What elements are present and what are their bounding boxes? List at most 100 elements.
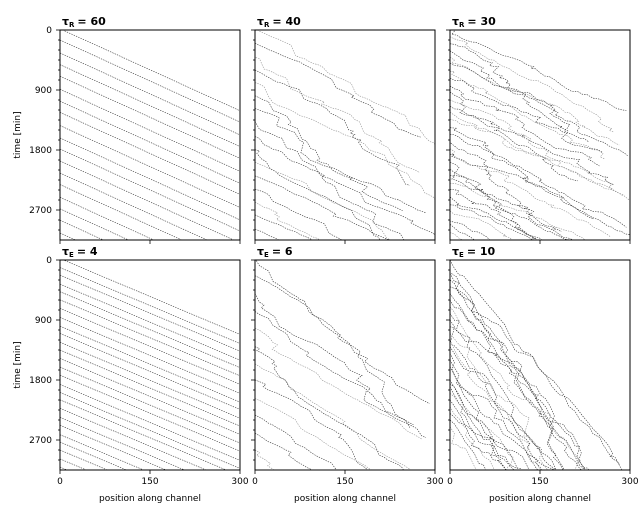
y-tick-label: 1800 [29,376,52,386]
trajectory-line [450,119,630,201]
y-axis-label: time [min] [13,341,23,388]
trajectory-line [60,100,240,184]
y-tick-label: 0 [46,26,52,36]
panel-frame [449,29,631,241]
trajectory-line [60,232,77,240]
trajectory-line [450,133,627,228]
trajectory-line [60,137,240,221]
panel-E: 0 150 300 τE = 6 position along channel [251,245,444,504]
trajectory-line [255,379,368,470]
trajectory-line [256,30,435,146]
y-axis-label: time [min] [13,111,23,158]
trajectory-line [60,283,240,361]
trajectory-line [450,127,595,220]
trajectory-line [450,393,514,470]
trajectory-line [450,153,630,235]
trajectory-line [450,36,614,133]
trajectory-line [450,399,507,470]
trajectory-line [450,333,549,470]
trajectory-line [255,433,313,470]
trajectory-line [450,346,556,470]
trajectory-line [60,424,167,470]
trajectory-line [450,386,507,470]
trajectory-line [451,30,627,111]
trajectory-line [450,339,542,470]
trajectory-line [450,232,464,240]
trajectory-line [60,160,235,240]
trajectory-line [450,426,477,470]
trajectory-line [450,223,476,240]
trajectory-line [450,353,539,470]
panel-A: 0 900 1800 2700 τR = 60 time [min] [13,15,241,244]
trajectory-line [450,373,522,470]
trajectory-line [255,95,403,212]
trajectory-line [450,279,586,470]
y-tick-label: 2700 [29,206,52,216]
trajectory-line [255,161,391,240]
trajectory-line [62,260,240,335]
trajectory-line [450,189,538,240]
trajectory-line [60,458,87,470]
trajectory-line [60,89,240,172]
x-tick-label: 0 [447,477,453,487]
trajectory-line [450,85,600,167]
x-tick-label: 300 [621,477,638,487]
trajectory-line [255,414,337,470]
trajectory-line [450,50,589,142]
y-tick-label: 900 [35,86,52,96]
trajectory-line [255,363,412,470]
trajectory-line [60,64,240,147]
trajectory-line [450,419,487,470]
trajectory-line [255,260,414,426]
trajectory-line [255,188,343,240]
trajectory-line [450,196,543,240]
panel-title: τE = 4 [62,245,98,259]
trajectory-line [450,106,614,185]
trajectory-line [450,286,589,470]
trajectory-line [60,76,240,159]
trajectory-line [450,260,623,470]
trajectory-line [60,220,104,240]
trajectory-line [255,293,411,428]
trajectory-line [60,299,240,377]
trajectory-line [450,293,587,470]
trajectory-line [450,406,495,470]
y-tick-label: 900 [35,316,52,326]
trajectory-line [450,99,614,191]
trajectory-line [60,333,240,410]
trajectory-line [60,399,227,470]
trajectory-line [450,71,605,160]
y-tick-label: 0 [46,256,52,266]
trajectory-line [450,162,537,240]
trajectory-line [255,42,421,138]
panel-title: τE = 10 [452,245,496,259]
panel-title: τR = 60 [62,15,106,29]
trajectory-line [255,69,410,186]
trajectory-line [450,306,581,470]
trajectory-line [60,52,240,136]
trajectory-line [60,274,240,352]
trajectory-line [60,434,145,470]
x-tick-label: 0 [252,477,258,487]
trajectory-line [255,398,373,470]
trajectory-line [60,208,130,240]
trajectory-line [450,140,562,232]
trajectory-line [255,136,405,240]
panel-F: 0 150 300 τE = 10 position along channel [446,245,639,504]
trajectory-line [255,55,420,173]
trajectory-line [450,413,530,470]
x-tick-label: 150 [141,477,158,487]
trajectory-line [450,174,574,240]
x-tick-label: 150 [531,477,548,487]
trajectory-line [450,111,623,196]
trajectory-line [60,267,240,344]
trajectory-line [60,197,155,240]
trajectory-line [450,217,491,240]
trajectory-line [450,91,578,182]
trajectory-line [60,39,240,123]
trajectory-line [450,204,534,240]
trajectory-line [450,77,604,153]
trajectory-line [450,319,557,470]
trajectory-line [255,201,321,240]
